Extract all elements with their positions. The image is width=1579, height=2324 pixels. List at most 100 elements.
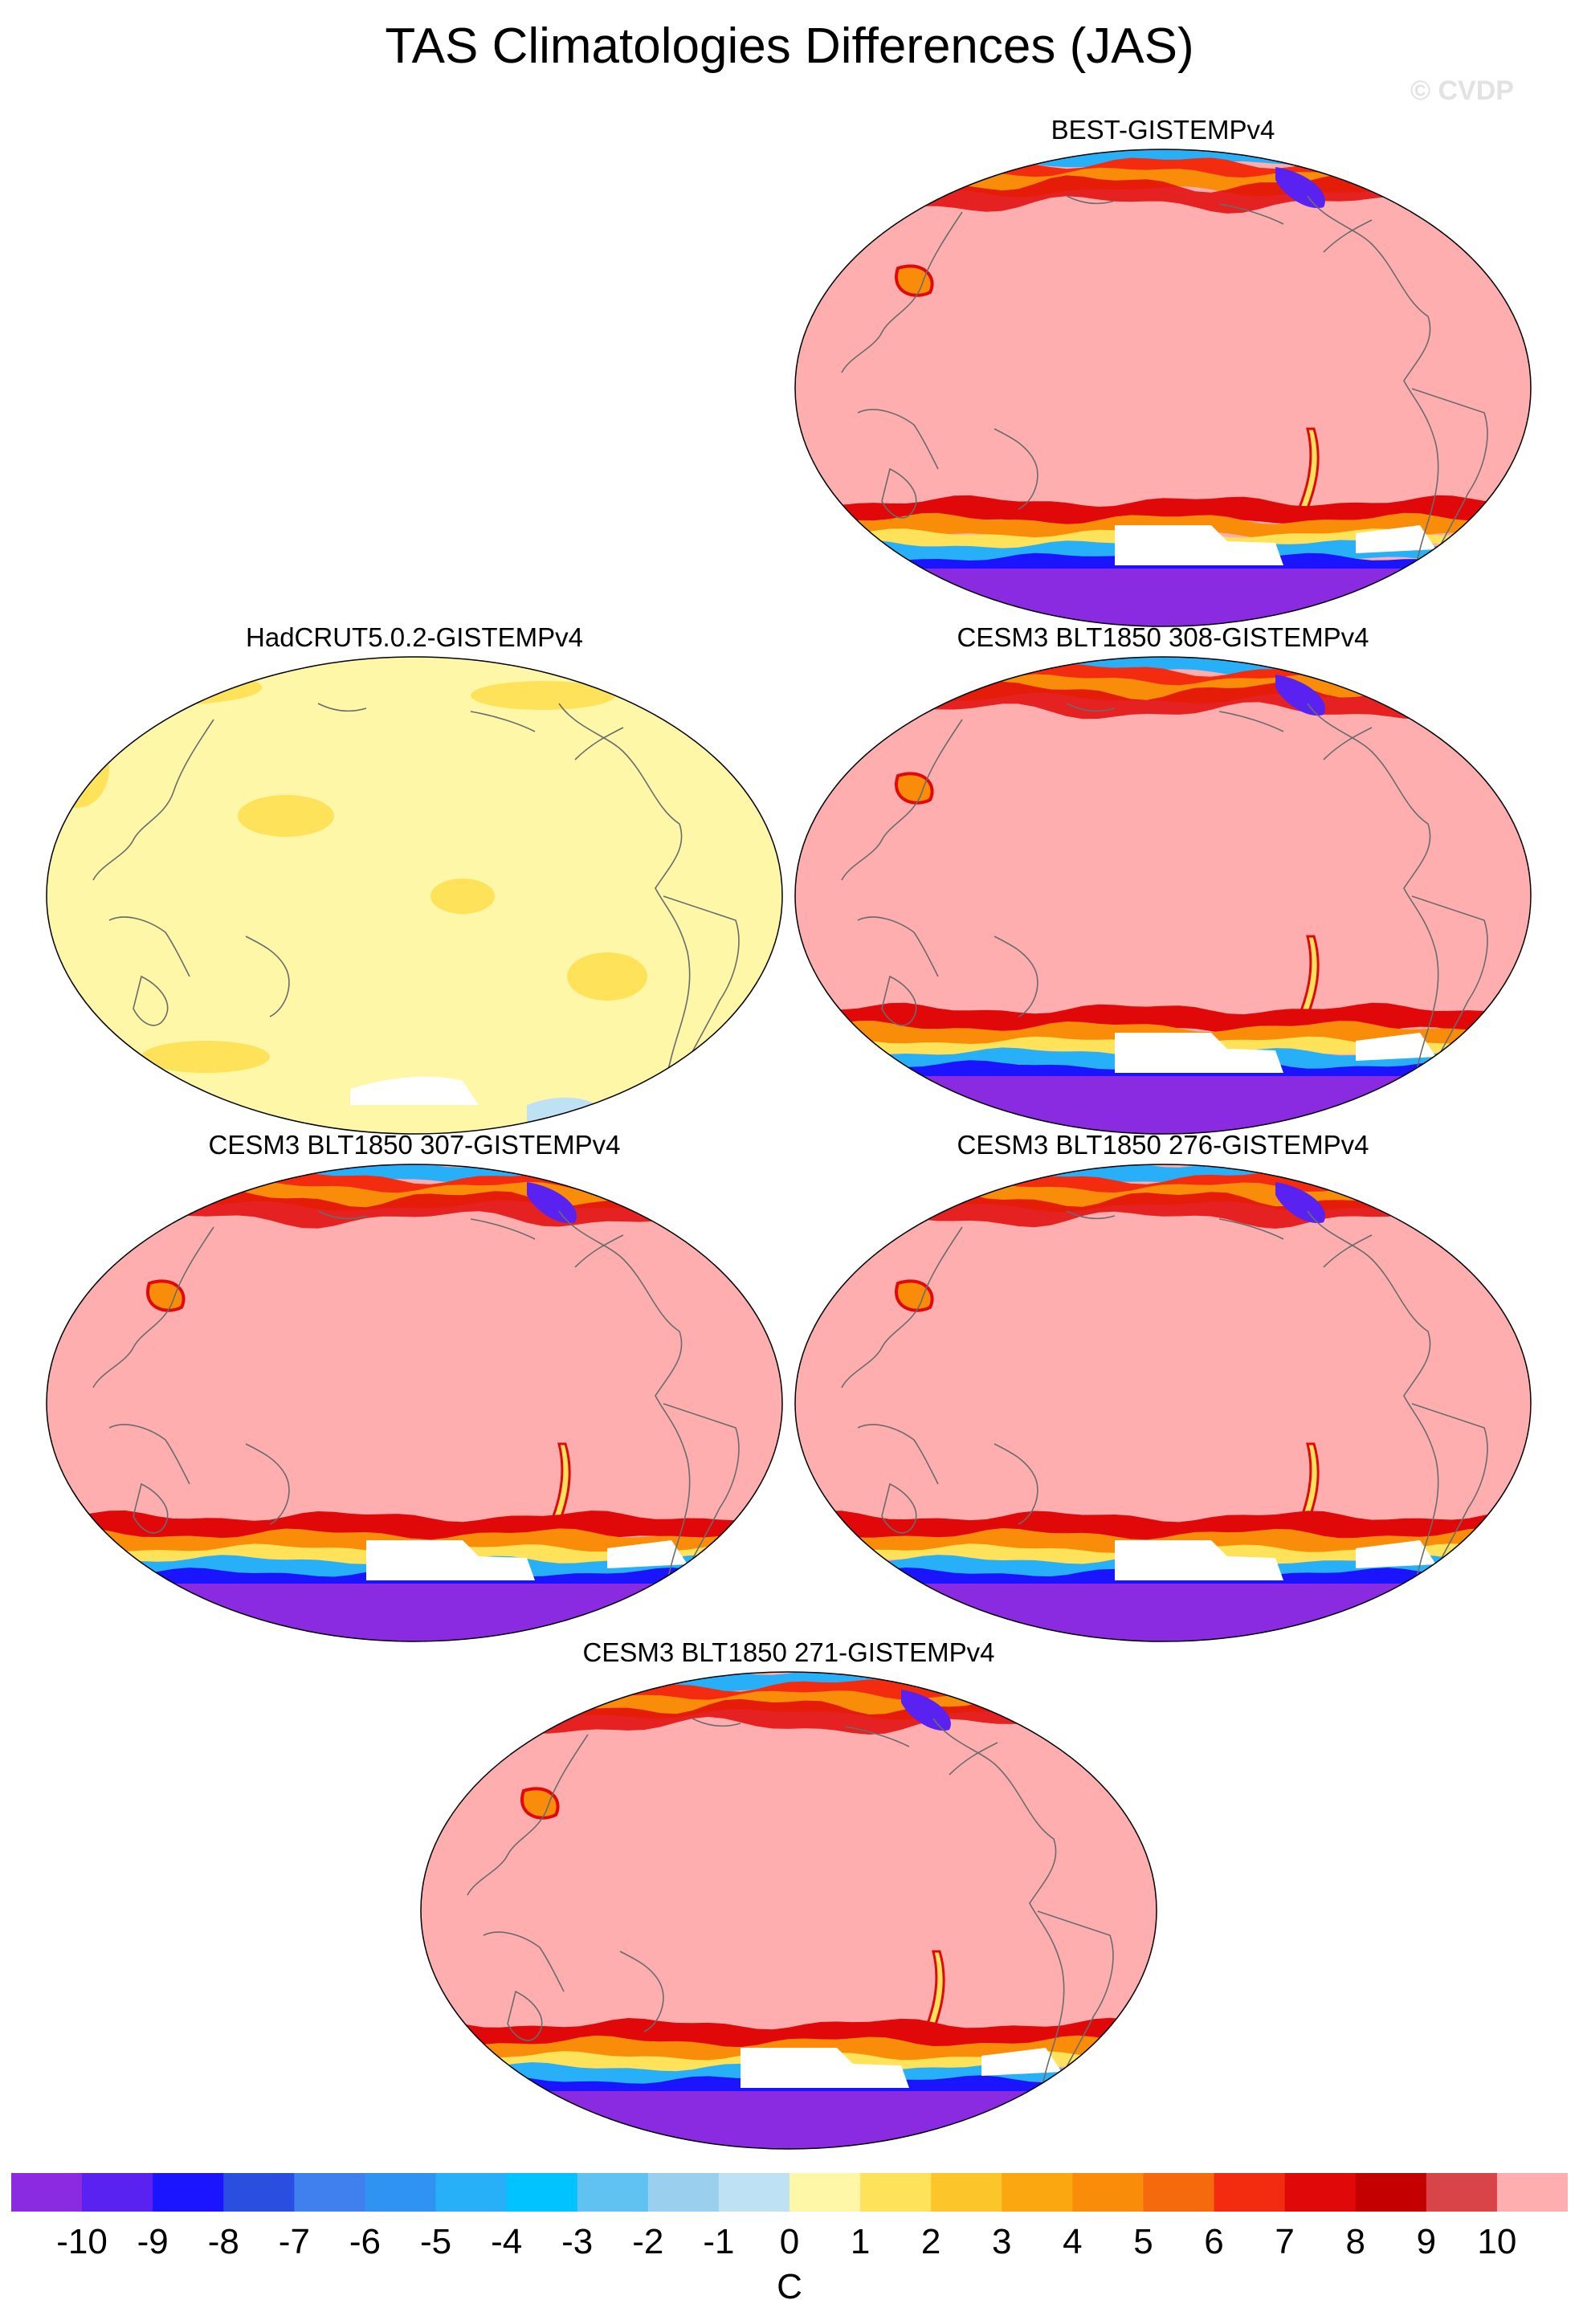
colorbar-tick-label: -6	[349, 2222, 381, 2261]
colorbar-segment	[11, 2173, 83, 2212]
coastline	[574, 1234, 624, 1268]
colorbar-segment	[294, 2173, 365, 2212]
anomaly-band	[47, 1189, 782, 1229]
colorbar-tick-label: 4	[1063, 2222, 1083, 2261]
coastline	[841, 1226, 963, 1388]
colorbar-segment	[647, 2173, 720, 2212]
colorbar-segment	[790, 2173, 861, 2212]
missing-data-region	[1115, 525, 1283, 565]
coastline	[245, 936, 290, 1017]
panel-title: HadCRUT5.0.2-GISTEMPv4	[246, 622, 583, 652]
colorbar-segment	[365, 2173, 437, 2212]
figure-title: TAS Climatologies Differences (JAS)	[385, 18, 1194, 74]
missing-data-region	[366, 1540, 535, 1580]
antarctic-anomaly	[795, 1076, 1531, 1134]
missing-data-region	[981, 2048, 1062, 2076]
colorbar-tick-label: 9	[1416, 2222, 1437, 2261]
map-border	[794, 149, 1532, 627]
greenland-anomaly	[1275, 675, 1325, 716]
missing-data-region	[1356, 1033, 1436, 1061]
coastline	[92, 1226, 214, 1388]
coastline	[483, 1931, 565, 1992]
colorbar-segment	[1426, 2173, 1498, 2212]
tibet-anomaly	[895, 1279, 934, 1312]
tibet-anomaly	[146, 1279, 186, 1312]
colorbar-tick-label: 8	[1345, 2222, 1365, 2261]
coastline	[1323, 1234, 1373, 1268]
colorbar-tick-label: -1	[703, 2222, 735, 2261]
colorbar-segment	[506, 2173, 578, 2212]
antarctic-anomaly	[47, 1584, 782, 1641]
coastline	[841, 719, 963, 881]
coastline	[507, 1990, 543, 2041]
coastline	[619, 1951, 664, 2032]
colorbar-tick-label: -10	[56, 2222, 108, 2261]
colorbar-tick-label: 5	[1133, 2222, 1153, 2261]
colorbar-tick-label: -9	[137, 2222, 169, 2261]
coastline	[1323, 219, 1373, 253]
colorbar-segment	[1284, 2173, 1357, 2212]
coastline	[1066, 703, 1116, 712]
colorbar-tick-label: 0	[779, 2222, 800, 2261]
map-border	[794, 656, 1532, 1135]
colorbar-tick-label: -7	[278, 2222, 310, 2261]
panel-title: CESM3 BLT1850 308-GISTEMPv4	[957, 622, 1369, 652]
coastline	[558, 1210, 691, 1610]
anomaly-band	[421, 1696, 1157, 1736]
colorbar-segment	[1496, 2173, 1568, 2212]
coastline	[317, 703, 367, 712]
panel-title: BEST-GISTEMPv4	[1051, 115, 1275, 145]
anomaly-band	[795, 681, 1531, 721]
coastline	[692, 1718, 741, 1727]
coastline	[1218, 203, 1284, 225]
colorbar-tick-label: 10	[1477, 2222, 1517, 2261]
anomaly-patch	[47, 728, 109, 808]
colorbar-segment	[1002, 2173, 1073, 2212]
map-cesm3-308	[794, 656, 1532, 1135]
colorbar-segment	[223, 2173, 295, 2212]
coastline	[881, 467, 917, 519]
colorbar-segment	[1072, 2173, 1144, 2212]
map-best	[794, 149, 1532, 627]
coastline	[133, 975, 169, 1026]
antarctic-anomaly	[795, 1584, 1531, 1641]
map-border	[794, 1164, 1532, 1642]
colorbar-tick-label: 2	[920, 2222, 941, 2261]
colorbar-segment	[1214, 2173, 1286, 2212]
anomaly-patch	[471, 681, 615, 710]
coastline	[574, 727, 624, 760]
coastline	[663, 1403, 740, 1597]
panel-cesm3-276: CESM3 BLT1850 276-GISTEMPv4	[794, 1129, 1532, 1643]
missing-data-region	[741, 2048, 909, 2088]
colorbar-tick-label: 3	[992, 2222, 1012, 2261]
coastline	[841, 211, 963, 373]
tibet-anomaly	[895, 772, 934, 805]
anomaly-patch	[238, 795, 334, 837]
coastline	[558, 703, 691, 1103]
coastline	[108, 1424, 190, 1485]
coastline	[1037, 1910, 1114, 2105]
coastline	[92, 719, 214, 881]
missing-data-region	[350, 1076, 479, 1105]
missing-data-region	[1115, 1540, 1283, 1580]
panel-title: CESM3 BLT1850 271-GISTEMPv4	[582, 1637, 995, 1667]
missing-data-region	[1356, 1540, 1436, 1568]
colorbar-segment	[860, 2173, 932, 2212]
anomaly-band	[795, 1189, 1531, 1229]
panel-cesm3-271: CESM3 BLT1850 271-GISTEMPv4	[419, 1637, 1158, 2151]
colorbar-tick-label: 1	[850, 2222, 871, 2261]
colorbar-segment	[718, 2173, 790, 2212]
coastline	[1411, 388, 1488, 582]
panel-hadcrut: HadCRUT5.0.2-GISTEMPv4	[45, 622, 784, 1135]
coastline	[994, 1443, 1038, 1525]
greenland-anomaly	[901, 1690, 951, 1731]
coastline	[470, 711, 536, 732]
anomaly-band	[795, 173, 1531, 214]
coastline	[1323, 727, 1373, 760]
missing-data-region	[1115, 1033, 1283, 1073]
colorbar-tick-label: -8	[207, 2222, 239, 2261]
missing-data-region	[1356, 525, 1436, 553]
colorbar-segment	[577, 2173, 649, 2212]
coastline	[932, 1718, 1065, 2118]
colorbar-unit-label: C	[777, 2267, 802, 2306]
